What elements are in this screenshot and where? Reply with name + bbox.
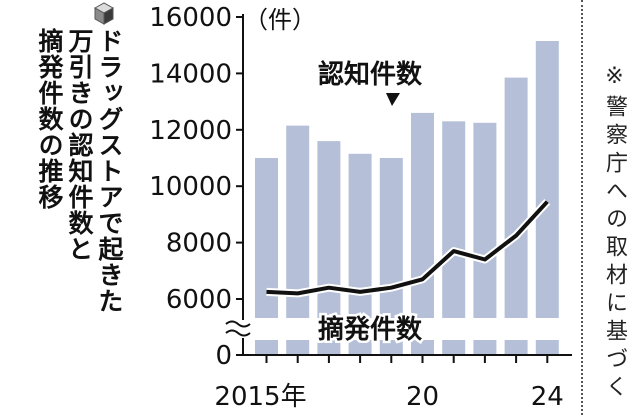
bar-2015 [255,158,278,355]
x-tick-label-2024: 24 [531,382,564,412]
bar-series-pointer [386,93,400,106]
bar-2023 [504,77,528,355]
bar-2021 [442,121,466,355]
line-摘発件数 [266,200,549,296]
chart-title-line-2: 万引きの認知件数と [65,28,94,262]
cube-icon-right [103,7,114,25]
chart-title-line-3: 摘発件数の推移 [35,28,64,210]
source-note: ※警察庁への取材に基づく [602,64,627,403]
y-tick-label-6000: 6000 [166,285,232,315]
axis-break-wave-upper [225,320,251,328]
bar-2020 [411,112,434,356]
bar-2022 [473,122,497,356]
bar-2017 [317,141,341,355]
y-tick-label-8000: 8000 [166,229,232,259]
y-unit-label: （件） [244,6,316,34]
y-tick-label-16000: 16000 [149,3,232,33]
y-tick-label-14000: 14000 [149,59,232,89]
axis-break-wave-lower [225,329,251,337]
line-series-label: 摘発件数 [318,314,423,345]
y-tick-label-10000: 10000 [149,172,232,202]
x-tick-label-2015: 2015年 [214,382,306,412]
x-tick-label-2020: 20 [406,382,439,412]
y-tick-label-12000: 12000 [149,116,232,146]
bar-2019 [379,158,403,355]
bar-series-label: 認知件数 [318,59,423,90]
bar-2018 [348,153,372,355]
axis-break-band [228,318,572,340]
y-tick-label-0: 0 [215,341,232,371]
bar-2024 [535,41,559,355]
note-divider [581,0,583,415]
chart-title-line-1: ドラッグストアで起きた [95,28,124,314]
bar-2016 [286,125,310,355]
